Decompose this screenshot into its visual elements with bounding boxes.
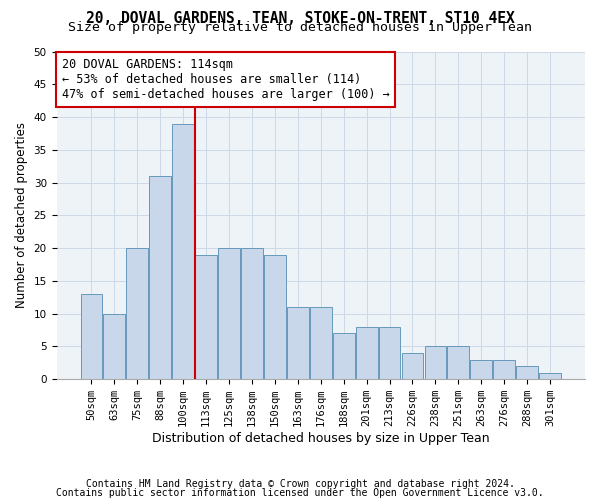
Bar [539, 372, 561, 379]
Bar [264, 254, 286, 379]
X-axis label: Distribution of detached houses by size in Upper Tean: Distribution of detached houses by size … [152, 432, 490, 445]
Bar [516, 366, 538, 379]
Bar [310, 307, 332, 379]
Bar [195, 254, 217, 379]
Text: Size of property relative to detached houses in Upper Tean: Size of property relative to detached ho… [68, 22, 532, 35]
Bar [493, 360, 515, 379]
Bar [287, 307, 309, 379]
Bar [448, 346, 469, 379]
Bar [172, 124, 194, 379]
Bar [127, 248, 148, 379]
Text: Contains HM Land Registry data © Crown copyright and database right 2024.: Contains HM Land Registry data © Crown c… [86, 479, 514, 489]
Text: 20, DOVAL GARDENS, TEAN, STOKE-ON-TRENT, ST10 4EX: 20, DOVAL GARDENS, TEAN, STOKE-ON-TRENT,… [86, 11, 514, 26]
Bar [401, 353, 424, 379]
Bar [80, 294, 103, 379]
Bar [218, 248, 240, 379]
Bar [470, 360, 492, 379]
Bar [356, 327, 377, 379]
Bar [149, 176, 171, 379]
Bar [333, 334, 355, 379]
Y-axis label: Number of detached properties: Number of detached properties [15, 122, 28, 308]
Text: Contains public sector information licensed under the Open Government Licence v3: Contains public sector information licen… [56, 488, 544, 498]
Bar [379, 327, 400, 379]
Bar [425, 346, 446, 379]
Bar [103, 314, 125, 379]
Bar [241, 248, 263, 379]
Text: 20 DOVAL GARDENS: 114sqm
← 53% of detached houses are smaller (114)
47% of semi-: 20 DOVAL GARDENS: 114sqm ← 53% of detach… [62, 58, 389, 101]
